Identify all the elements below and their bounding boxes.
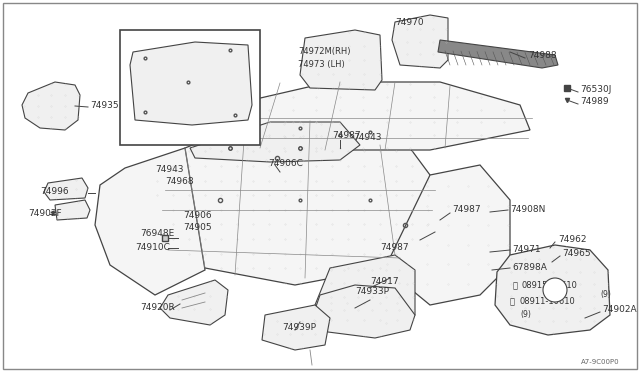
- Text: 74943: 74943: [155, 166, 184, 174]
- Text: 67898A: 67898A: [512, 263, 547, 273]
- Text: 74905: 74905: [183, 224, 212, 232]
- Polygon shape: [315, 255, 415, 325]
- Text: Ⓝ: Ⓝ: [510, 298, 515, 307]
- Polygon shape: [22, 82, 80, 130]
- Text: 74920R: 74920R: [140, 304, 175, 312]
- Text: 74967: 74967: [170, 50, 198, 59]
- Text: 74935: 74935: [90, 100, 118, 109]
- Text: 74970: 74970: [395, 18, 424, 27]
- Text: 74906: 74906: [183, 212, 212, 221]
- Text: 74996: 74996: [40, 186, 68, 196]
- Text: 74965: 74965: [562, 250, 591, 259]
- Text: 74902A: 74902A: [602, 305, 637, 314]
- Polygon shape: [44, 178, 88, 200]
- Text: 74987: 74987: [452, 205, 481, 215]
- Text: 74987: 74987: [380, 244, 408, 253]
- Text: 74973 (LH): 74973 (LH): [298, 60, 345, 69]
- Polygon shape: [190, 122, 360, 162]
- Polygon shape: [160, 280, 228, 325]
- Text: 74968: 74968: [165, 177, 194, 186]
- Text: Ⓜ: Ⓜ: [513, 282, 518, 291]
- Polygon shape: [392, 15, 448, 68]
- Polygon shape: [495, 245, 610, 335]
- Text: W (DX): W (DX): [127, 37, 159, 46]
- Polygon shape: [312, 285, 415, 338]
- Polygon shape: [300, 30, 382, 90]
- Polygon shape: [262, 305, 330, 350]
- Text: 74988: 74988: [528, 51, 557, 61]
- Text: 08915-43610: 08915-43610: [522, 282, 578, 291]
- Circle shape: [543, 278, 567, 302]
- Polygon shape: [95, 148, 205, 295]
- Polygon shape: [55, 200, 90, 220]
- Text: 74910C: 74910C: [135, 244, 170, 253]
- Text: 74933P: 74933P: [355, 288, 389, 296]
- Text: A7-9C00P0: A7-9C00P0: [581, 359, 620, 365]
- Bar: [120, 30, 260, 145]
- Text: 08911-10610: 08911-10610: [520, 298, 576, 307]
- Text: 74987: 74987: [332, 131, 360, 141]
- Text: 76948E: 76948E: [140, 230, 174, 238]
- Text: 74989: 74989: [580, 97, 609, 106]
- Text: 74972M(RH): 74972M(RH): [298, 47, 351, 56]
- Polygon shape: [220, 82, 530, 150]
- Polygon shape: [130, 42, 252, 125]
- Text: (9): (9): [600, 291, 611, 299]
- Text: 74939P: 74939P: [282, 324, 316, 333]
- Text: 74971: 74971: [512, 246, 541, 254]
- Text: 74962: 74962: [558, 235, 586, 244]
- Text: 74917: 74917: [370, 278, 399, 286]
- Text: 76530J: 76530J: [580, 86, 611, 94]
- Text: 74902F: 74902F: [28, 208, 61, 218]
- Text: 74943: 74943: [353, 134, 381, 142]
- Text: 74906C: 74906C: [268, 158, 303, 167]
- Polygon shape: [385, 165, 510, 305]
- Polygon shape: [155, 120, 430, 285]
- Text: 74908N: 74908N: [510, 205, 545, 215]
- Text: (9): (9): [520, 310, 531, 318]
- Polygon shape: [438, 40, 558, 68]
